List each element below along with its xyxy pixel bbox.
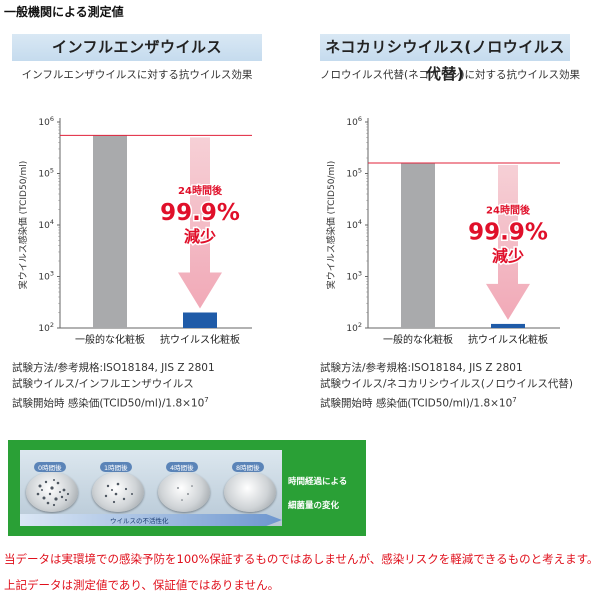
calicivirus-chart: 実ウイルス感染価 (TCID50/ml) 106 105 104 103 102 一般的な化… (325, 115, 560, 346)
bar-1 (491, 323, 525, 328)
influenza-subtitle: インフルエンザウイルスに対する抗ウイルス効果 (21, 69, 253, 81)
petri-dish-1h-icon (92, 472, 144, 512)
influenza-info-method: 試験方法/参考規格:ISO18184, JIS Z 2801 (12, 362, 215, 374)
annotation-reduction: 減少 (184, 227, 216, 246)
reduction-arrow (486, 164, 530, 320)
calicivirus-title: ネコカリシウイルス(ノロウイルス代替) (320, 34, 570, 83)
inactivation-label: ウイルスの不活性化 (110, 517, 169, 525)
process-caption-line1: 時間経過による (288, 477, 348, 487)
calicivirus-panel: ネコカリシウイルス(ノロウイルス代替) ノロウイルス代替(ネコカリシ)に対する抗… (320, 34, 580, 410)
y-tick-label: 104 (38, 218, 54, 231)
petri-dish-0h-icon (26, 472, 78, 512)
y-tick-label: 103 (346, 270, 362, 283)
influenza-info-titer-text: 試験開始時 感染価(TCID50/ml)/1.8×10 (12, 397, 205, 410)
dish-label-8h: 8時間後 (232, 462, 264, 472)
reduction-arrow (178, 137, 222, 309)
calicivirus-info-virus: 試験ウイルス/ネコカリシウイルス(ノロウイルス代替) (320, 378, 574, 390)
influenza-info: 試験方法/参考規格:ISO18184, JIS Z 2801 試験ウイルス/イン… (12, 360, 215, 412)
influenza-chart: 実ウイルス感染価 (TCID50/ml) 106 105 104 103 102 一般的な化… (17, 115, 252, 346)
disclaimer-line1: 当データは実環境での感染予防を100%保証するものではあしませんが、感染リスクを… (4, 552, 598, 566)
annotation-reduction: 減少 (492, 246, 524, 265)
dish-label-1h: 1時間後 (100, 462, 132, 472)
x-tick-label: 一般的な化粧板 (383, 333, 453, 346)
calicivirus-info-titer: 試験開始時 感染価(TCID50/ml)/1.8×107 (320, 392, 573, 412)
annotation-value: 99.9% (160, 200, 240, 226)
dish-label-0h: 0時間後 (34, 462, 66, 472)
page-heading: 一般機関による測定値 (4, 5, 124, 19)
annotation-time: 24時間後 (178, 184, 223, 197)
petri-dish-8h-icon (224, 472, 276, 512)
annotation-time: 24時間後 (486, 203, 531, 216)
petri-dish-strip: 0時間後 1時間後 4時間後 8時間後 (20, 450, 282, 526)
influenza-info-titer: 試験開始時 感染価(TCID50/ml)/1.8×107 (12, 392, 215, 412)
influenza-info-virus: 試験ウイルス/インフルエンザウイルス (12, 378, 194, 390)
y-tick-label: 103 (38, 270, 54, 283)
influenza-panel: インフルエンザウイルス インフルエンザウイルスに対する抗ウイルス効果 実ウイルス… (12, 34, 262, 410)
bar-0 (401, 162, 435, 328)
influenza-info-titer-exp: 7 (204, 396, 209, 404)
disclaimer-line2: 上記データは測定値であり、保証値ではありません。 (4, 578, 280, 592)
calicivirus-info-titer-exp: 7 (512, 396, 517, 404)
x-tick-label: 抗ウイルス化粧板 (468, 333, 548, 346)
petri-dish-4h-icon (158, 472, 210, 512)
process-illustration: 0時間後 1時間後 4時間後 8時間後 (8, 440, 366, 536)
calicivirus-subtitle: ノロウイルス代替(ネコカリシ)に対する抗ウイルス効果 (320, 69, 580, 81)
y-tick-label: 106 (346, 115, 362, 128)
x-tick-label: 抗ウイルス化粧板 (160, 333, 240, 346)
y-axis-label: 実ウイルス感染価 (TCID50/ml) (17, 161, 29, 289)
dish-label-4h: 4時間後 (166, 462, 198, 472)
y-tick-label: 105 (38, 167, 54, 180)
process-caption: 時間経過による 細菌量の変化 (288, 470, 347, 518)
y-tick-label: 104 (346, 218, 362, 231)
y-tick-label: 105 (346, 167, 362, 180)
annotation-value: 99.9% (468, 219, 548, 245)
calicivirus-info: 試験方法/参考規格:ISO18184, JIS Z 2801 試験ウイルス/ネコ… (320, 360, 573, 412)
bar-0 (93, 135, 127, 328)
calicivirus-info-titer-text: 試験開始時 感染価(TCID50/ml)/1.8×10 (320, 397, 513, 410)
x-tick-label: 一般的な化粧板 (75, 333, 145, 346)
bar-1 (183, 312, 217, 328)
calicivirus-info-method: 試験方法/参考規格:ISO18184, JIS Z 2801 (320, 362, 523, 374)
y-axis-label: 実ウイルス感染価 (TCID50/ml) (325, 161, 337, 289)
y-tick-label: 102 (346, 321, 362, 334)
influenza-title: インフルエンザウイルス (12, 34, 262, 61)
process-caption-line2: 細菌量の変化 (288, 501, 340, 511)
y-tick-label: 102 (38, 321, 54, 334)
inactivation-arrow (20, 514, 282, 526)
y-tick-label: 106 (38, 115, 54, 128)
